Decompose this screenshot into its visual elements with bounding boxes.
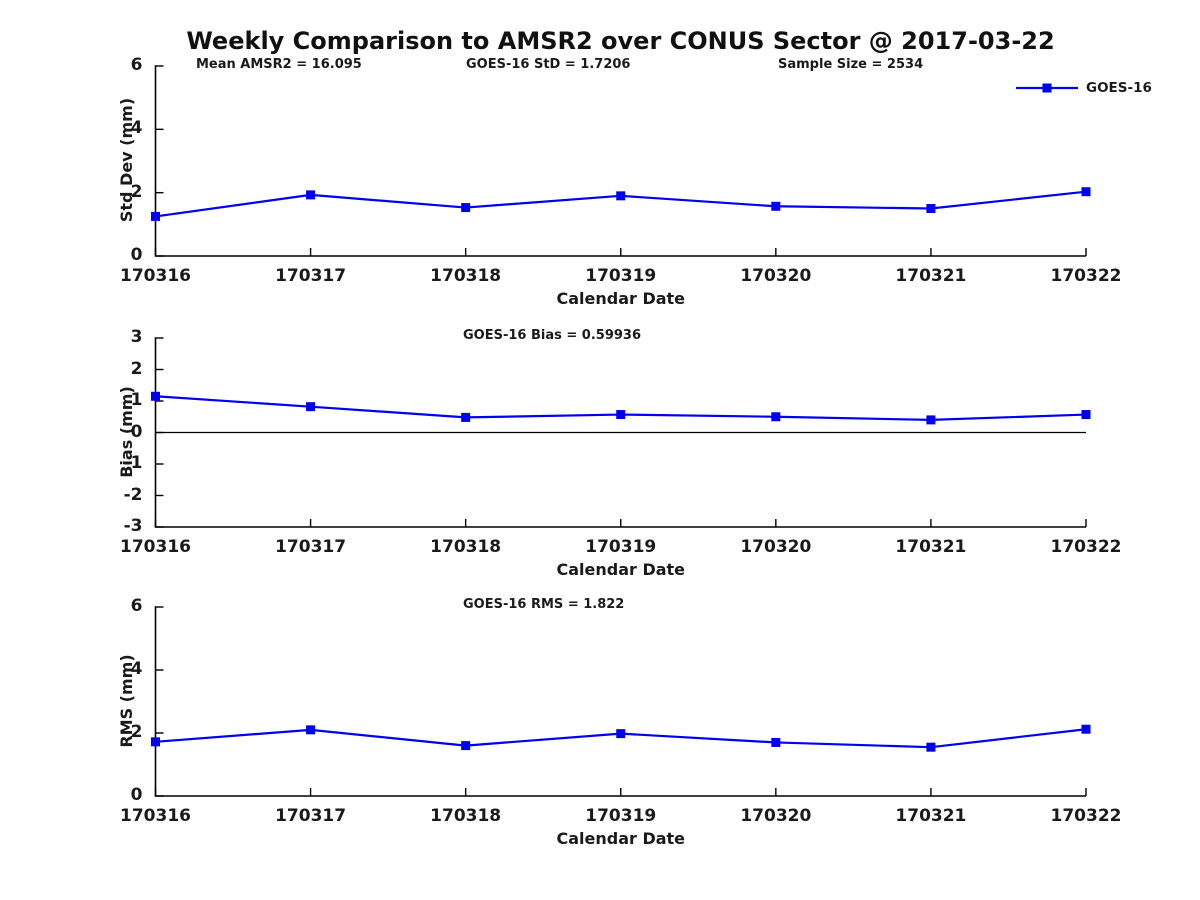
std-dev-ytick-label: 0 xyxy=(130,245,143,265)
bias-ytick-label: -1 xyxy=(123,453,143,473)
std-dev-xtick-label: 170322 xyxy=(1050,266,1122,286)
rms-ytick-label: 4 xyxy=(130,659,143,679)
rms-data-marker xyxy=(926,742,936,752)
std-dev-stat-annotation: Mean AMSR2 = 16.095 xyxy=(196,57,362,72)
rms-data-marker xyxy=(616,729,626,739)
bias-ytick-label: -3 xyxy=(123,516,143,536)
bias-xtick-label: 170322 xyxy=(1050,537,1122,557)
std-dev-data-marker xyxy=(771,201,781,211)
std-dev-data-marker xyxy=(461,203,471,213)
std-dev-data-marker xyxy=(151,211,160,221)
rms-yaxis-title: RMS (mm) xyxy=(117,653,136,748)
std-dev-data-marker xyxy=(306,190,316,200)
rms-ytick-label: 0 xyxy=(130,785,143,805)
bias-xaxis-title: Calendar Date xyxy=(556,560,686,579)
rms-data-marker xyxy=(461,741,471,751)
bias-xtick-label: 170321 xyxy=(895,537,967,557)
bias-data-marker xyxy=(461,412,471,422)
bias-xtick-label: 170316 xyxy=(120,537,191,557)
std-dev-xtick-label: 170317 xyxy=(275,266,347,286)
std-dev-xaxis-title: Calendar Date xyxy=(556,289,686,308)
rms-xtick-label: 170319 xyxy=(585,806,657,826)
bias-data-marker xyxy=(616,410,626,420)
bias-ytick-label: 1 xyxy=(130,390,143,410)
std-dev-xtick-label: 170319 xyxy=(585,266,657,286)
rms-data-marker xyxy=(771,737,781,747)
std-dev-axes xyxy=(154,65,1086,257)
std-dev-xtick-label: 170321 xyxy=(895,266,967,286)
std-dev-data-marker xyxy=(926,204,936,213)
rms-xtick-label: 170320 xyxy=(740,806,812,826)
bias-xtick-label: 170319 xyxy=(585,537,657,557)
rms-axes xyxy=(154,606,1086,797)
rms-xtick-label: 170316 xyxy=(120,806,191,826)
rms-data-marker xyxy=(306,725,316,735)
bias-xtick-label: 170317 xyxy=(275,537,347,557)
rms-xtick-label: 170322 xyxy=(1050,806,1122,826)
bias-xtick-label: 170318 xyxy=(430,537,502,557)
std-dev-stat-annotation: Sample Size = 2534 xyxy=(778,57,924,72)
bias-data-marker xyxy=(306,402,316,412)
std-dev-ytick-label: 2 xyxy=(130,181,143,202)
bias-ytick-label: 3 xyxy=(130,327,143,347)
std-dev-data-marker xyxy=(616,191,626,201)
rms-xaxis-title: Calendar Date xyxy=(556,829,686,848)
std-dev-stat-annotation: GOES-16 StD = 1.7206 xyxy=(466,57,631,72)
std-dev-ytick-label: 6 xyxy=(130,55,143,75)
bias-stat-annotation: GOES-16 Bias = 0.59936 xyxy=(463,328,642,343)
rms-ytick-label: 6 xyxy=(130,596,143,616)
bias-ytick-label: -2 xyxy=(123,484,143,505)
std-dev-xtick-label: 170320 xyxy=(740,266,812,286)
std-dev-xtick-label: 170316 xyxy=(120,266,191,286)
bias-ytick-label: 2 xyxy=(130,358,143,379)
rms-xtick-label: 170318 xyxy=(430,806,502,826)
page-title: Weekly Comparison to AMSR2 over CONUS Se… xyxy=(186,27,1055,55)
rms-stat-annotation: GOES-16 RMS = 1.822 xyxy=(463,597,625,612)
chart-rms xyxy=(151,606,1091,797)
bias-data-marker xyxy=(1081,410,1091,420)
std-dev-ytick-label: 4 xyxy=(130,118,143,139)
bias-data-marker xyxy=(926,415,936,425)
bias-data-marker xyxy=(771,412,781,422)
rms-data-marker xyxy=(151,737,160,747)
bias-xtick-label: 170320 xyxy=(740,537,812,557)
legend xyxy=(1016,83,1078,93)
legend-marker-sample xyxy=(1042,83,1052,93)
bias-yaxis-title: Bias (mm) xyxy=(117,385,136,478)
std-dev-data-marker xyxy=(1081,187,1091,197)
chart-std-dev xyxy=(151,65,1091,257)
bias-data-marker xyxy=(151,391,160,401)
legend-series-label: GOES-16 xyxy=(1086,80,1152,96)
rms-xtick-label: 170317 xyxy=(275,806,347,826)
chart-bias xyxy=(151,337,1091,528)
rms-data-marker xyxy=(1081,724,1091,734)
std-dev-yaxis-title: Std Dev (mm) xyxy=(117,97,136,223)
bias-ytick-label: 0 xyxy=(130,421,143,442)
rms-ytick-label: 2 xyxy=(130,722,143,742)
rms-xtick-label: 170321 xyxy=(895,806,967,826)
std-dev-xtick-label: 170318 xyxy=(430,266,502,286)
